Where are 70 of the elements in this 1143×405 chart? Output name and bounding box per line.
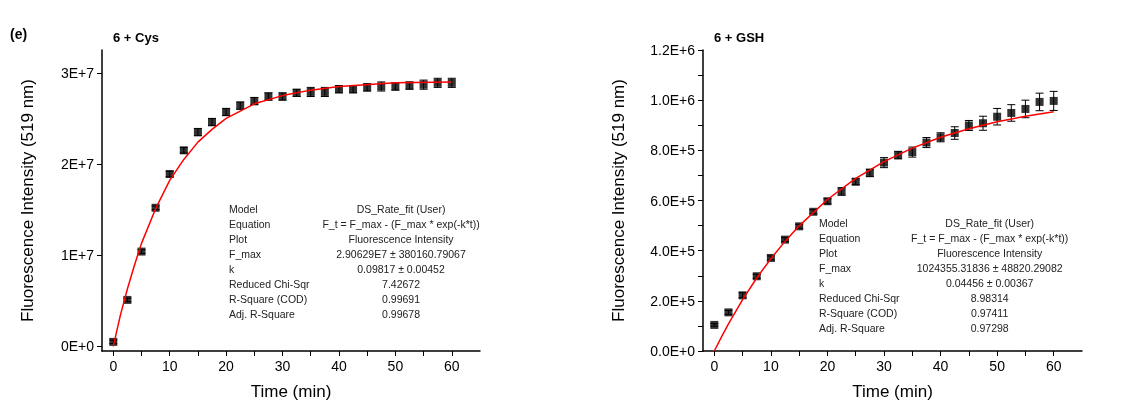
annotation: Equation [228, 217, 272, 232]
x-tick-label: 0 [109, 358, 118, 374]
annotation: Reduced Chi-Sqr [818, 291, 901, 306]
annotation: Fluorescence Intensity [347, 232, 455, 247]
point [1021, 104, 1030, 113]
x-tick-label: 10 [763, 358, 779, 374]
point [993, 112, 1002, 121]
y-tick-label: 2E+7 [60, 156, 95, 173]
annotation: F_t = F_max - (F_max * exp(-k*t)) [910, 231, 1070, 246]
x-axis-title: Time (min) [250, 382, 332, 401]
y-tick-label: 3E+7 [60, 64, 95, 81]
x-tick-label: 10 [161, 358, 178, 374]
point [1049, 96, 1058, 105]
annotation: DS_Rate_fit (User) [355, 202, 447, 217]
annotation: Fluorescence Intensity [936, 246, 1044, 261]
annotation: Plot [818, 246, 839, 261]
annotation: DS_Rate_fit (User) [944, 216, 1036, 231]
annotation: Model [228, 202, 259, 217]
annotation: 0.09817 ± 0.00452 [356, 262, 446, 277]
annotation: 0.04456 ± 0.00367 [944, 276, 1035, 291]
annotation: Reduced Chi-Sqr [228, 277, 311, 292]
annotation: Model [818, 216, 849, 231]
x-tick-label: 40 [331, 358, 347, 374]
annotation: F_t = F_max - (F_max * exp(-k*t)) [321, 217, 481, 232]
x-tick-label: 50 [387, 358, 404, 374]
annotation: F_max [818, 261, 853, 276]
y-tick-label: 0.0E+0 [650, 343, 696, 359]
annotation: Adj. R-Square [228, 307, 296, 322]
y-tick-label: 1E+7 [60, 247, 95, 264]
annotation: R-Square (COD) [818, 306, 899, 321]
annotation: 1024355.31836 ± 48820.29082 [915, 261, 1064, 276]
y-tick-label: 2.0E+5 [650, 292, 696, 309]
annotation: 0.99691 [381, 292, 421, 307]
x-tick-label: 20 [819, 358, 836, 374]
text: (e) [10, 26, 28, 42]
y-tick-label: 4.0E+5 [650, 242, 696, 259]
annotation: 0.97411 [970, 306, 1010, 321]
x-tick-label: 30 [274, 358, 291, 374]
annotation: k [818, 276, 826, 291]
point [1035, 97, 1044, 106]
y-tick-label: 1.0E+6 [650, 92, 696, 109]
annotation: 0.99678 [381, 307, 421, 322]
x-tick-label: 40 [932, 358, 949, 374]
chart-title: 6 + GSH [714, 30, 765, 45]
chart-title: 6 + Cys [113, 30, 159, 45]
annotation: Equation [818, 231, 862, 246]
annotation: 8.98314 [969, 291, 1010, 306]
annotation: F_max [228, 247, 263, 262]
x-tick-label: 50 [989, 358, 1006, 374]
annotation: Adj. R-Square [818, 321, 886, 336]
y-axis-title: Fluorescence Intensity (519 nm) [609, 79, 628, 322]
point [710, 320, 719, 329]
x-tick-label: 60 [1045, 358, 1062, 374]
y-tick-label: 1.2E+6 [650, 42, 696, 58]
y-axis-title: Fluorescence Intensity (519 nm) [18, 79, 37, 322]
annotation: Plot [228, 232, 249, 247]
x-tick-label: 20 [218, 358, 235, 374]
annotation: 2.90629E7 ± 380160.79067 [335, 247, 467, 262]
y-tick-label: 6.0E+5 [650, 192, 696, 209]
annotation: k [228, 262, 236, 277]
x-axis-title: Time (min) [852, 382, 933, 401]
point [1007, 108, 1016, 117]
x-tick-label: 0 [710, 358, 719, 374]
x-tick-label: 30 [876, 358, 893, 374]
x-tick-label: 60 [444, 358, 460, 374]
annotation: 0.97298 [969, 321, 1010, 336]
annotation: 7.42672 [381, 277, 421, 292]
annotation: R-Square (COD) [228, 292, 309, 307]
y-tick-label: 0E+0 [60, 338, 95, 355]
y-tick-label: 8.0E+5 [650, 142, 696, 159]
